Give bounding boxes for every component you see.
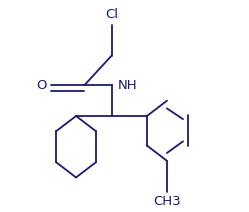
Text: NH: NH bbox=[118, 79, 137, 92]
Text: CH3: CH3 bbox=[153, 195, 181, 208]
Text: Cl: Cl bbox=[105, 8, 118, 21]
Text: O: O bbox=[36, 79, 47, 92]
